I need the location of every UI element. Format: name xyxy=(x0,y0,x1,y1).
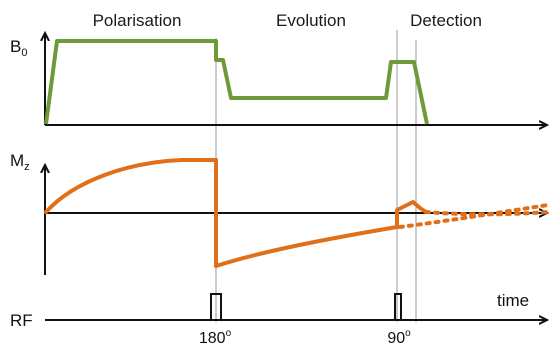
pulse-label-180: 180o xyxy=(199,328,232,345)
b0-panel: B0 xyxy=(10,34,546,125)
rf-panel: RF time 180o 90o xyxy=(10,291,546,345)
phase-label-detection: Detection xyxy=(410,11,482,30)
phase-label-evolution: Evolution xyxy=(276,11,346,30)
b0-axis-label: B0 xyxy=(10,37,27,59)
pulse-label-90: 90o xyxy=(387,328,411,345)
phase-label-polarisation: Polarisation xyxy=(93,11,182,30)
rf-pulse-90 xyxy=(393,293,404,321)
rf-axis-label: RF xyxy=(10,311,33,330)
rf-pulse-180 xyxy=(208,293,224,321)
mz-projected-recovery-dotted xyxy=(398,203,550,229)
mz-axis-label: Mz xyxy=(10,151,30,173)
mz-detection-signal xyxy=(395,200,428,229)
b0-field-curve xyxy=(44,39,429,125)
time-axis-label: time xyxy=(497,291,529,310)
mz-panel: Mz xyxy=(10,151,550,275)
mz-projected-decay-dotted xyxy=(424,210,550,217)
mz-polarisation-buildup xyxy=(44,158,218,214)
mz-evolution-recovery xyxy=(214,225,399,268)
